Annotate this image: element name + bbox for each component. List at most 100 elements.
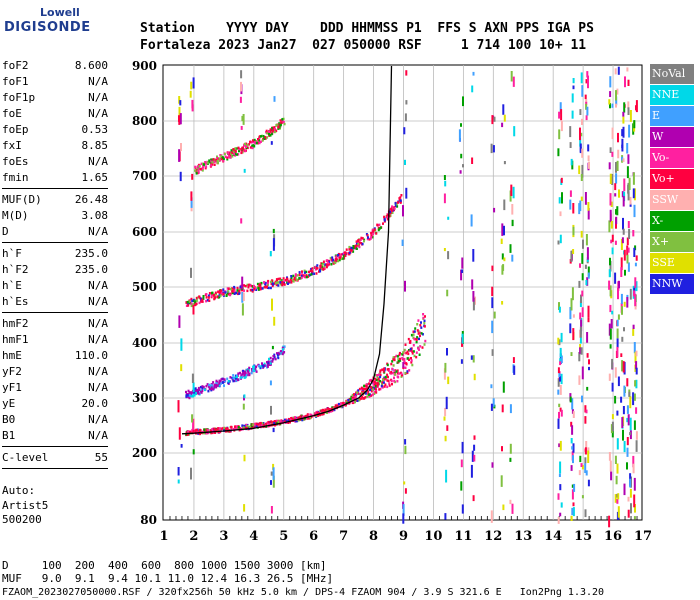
echo-point xyxy=(242,148,245,151)
echo-point xyxy=(409,341,412,344)
echo-point xyxy=(247,283,250,287)
noise-point xyxy=(611,247,614,255)
echo-point xyxy=(268,132,270,136)
noise-point xyxy=(621,417,624,428)
echo-point xyxy=(197,386,200,390)
echo-point xyxy=(334,260,337,263)
noise-point xyxy=(581,465,584,470)
echo-point xyxy=(207,294,210,297)
echo-point xyxy=(238,288,241,291)
echo-point xyxy=(192,393,195,397)
noise-point xyxy=(616,410,619,416)
echo-point xyxy=(195,296,198,300)
echo-point xyxy=(255,425,258,428)
echo-point xyxy=(342,257,345,260)
noise-point xyxy=(617,376,620,387)
noise-point xyxy=(570,438,573,444)
echo-point xyxy=(283,122,286,126)
echo-point xyxy=(384,383,387,386)
echo-point xyxy=(359,392,362,396)
noise-point xyxy=(579,312,582,320)
noise-point xyxy=(629,432,632,436)
param-row: yF1 N/A xyxy=(2,380,108,396)
echo-point xyxy=(235,425,238,428)
echo-point xyxy=(257,288,260,291)
noise-point xyxy=(611,421,614,432)
echo-point xyxy=(279,119,282,122)
echo-point xyxy=(244,427,247,430)
x-tick-label: 13 xyxy=(514,529,532,544)
echo-point xyxy=(378,227,381,230)
noise-point xyxy=(633,188,636,201)
echo-point xyxy=(322,408,324,412)
param-name: fmin xyxy=(2,171,29,184)
echo-point xyxy=(330,409,333,413)
echo-point xyxy=(268,363,271,366)
echo-point xyxy=(356,399,359,402)
noise-point xyxy=(491,286,494,297)
echo-point xyxy=(363,238,366,242)
param-row: fmin 1.65 xyxy=(2,170,108,186)
noise-point xyxy=(620,293,623,304)
noise-point xyxy=(571,93,574,103)
echo-point xyxy=(297,416,300,420)
echo-point xyxy=(277,420,280,424)
echo-point xyxy=(245,142,248,146)
noise-point xyxy=(623,483,626,496)
echo-point xyxy=(279,281,282,284)
echo-point xyxy=(423,325,426,328)
echo-point xyxy=(378,388,381,391)
noise-point xyxy=(611,234,614,242)
echo-point xyxy=(226,287,229,290)
echo-point xyxy=(310,267,313,271)
echo-point xyxy=(246,368,249,371)
echo-point xyxy=(323,266,326,269)
noise-point xyxy=(491,349,494,356)
echo-point xyxy=(266,285,268,288)
echo-point xyxy=(216,384,219,387)
echo-point xyxy=(212,158,215,161)
echo-point xyxy=(249,284,252,287)
echo-point xyxy=(348,248,351,251)
echo-point xyxy=(367,390,370,393)
echo-point xyxy=(215,385,218,389)
echo-point xyxy=(329,256,332,260)
echo-point xyxy=(232,376,235,380)
echo-point xyxy=(227,380,230,383)
echo-point xyxy=(304,415,307,418)
echo-point xyxy=(347,252,350,255)
noise-point xyxy=(621,156,624,161)
noise-point xyxy=(614,68,617,75)
noise-point xyxy=(587,208,590,220)
noise-point xyxy=(405,100,408,105)
noise-point xyxy=(621,360,624,372)
echo-point xyxy=(187,394,190,397)
echo-point xyxy=(396,369,399,372)
echo-point xyxy=(279,283,282,286)
echo-point xyxy=(229,293,232,297)
noise-point xyxy=(578,470,581,476)
echo-point xyxy=(406,357,409,360)
x-tick-label: 2 xyxy=(189,529,198,544)
echo-point xyxy=(205,384,208,388)
noise-point xyxy=(608,452,611,461)
echo-point xyxy=(295,278,298,281)
echo-point xyxy=(322,260,325,263)
noise-point xyxy=(500,475,503,487)
echo-point xyxy=(271,279,273,282)
echo-point xyxy=(362,390,365,393)
echo-point xyxy=(227,290,230,293)
echo-point xyxy=(316,411,319,415)
echo-point xyxy=(281,349,284,352)
noise-point xyxy=(443,248,446,252)
noise-point xyxy=(570,515,573,521)
echo-point xyxy=(373,228,376,231)
noise-point xyxy=(621,306,623,315)
param-name: h`F2 xyxy=(2,263,29,276)
echo-point xyxy=(361,390,364,394)
echo-point xyxy=(398,352,401,355)
noise-point xyxy=(178,149,181,162)
echo-point xyxy=(386,385,389,389)
noise-point xyxy=(404,445,407,455)
noise-point xyxy=(471,85,474,93)
